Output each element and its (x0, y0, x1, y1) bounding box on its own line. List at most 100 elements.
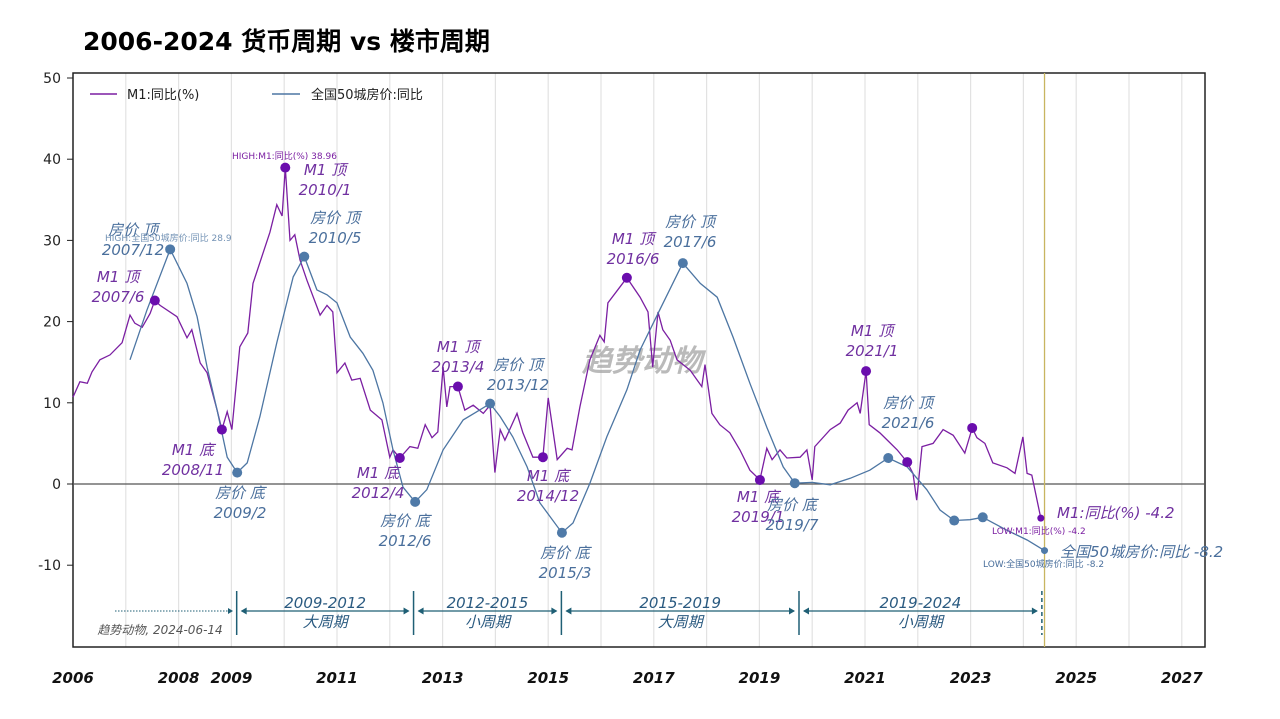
marker-label: 2013/4 (432, 358, 485, 376)
annotations: M1 顶 2007/6 M1 底 2008/11 M1 顶 2010/1 M1 底 2012/… (92, 161, 936, 582)
markers (149, 162, 1049, 555)
marker-label: 房价 顶 (665, 213, 718, 231)
x-tick-label: 2025 (1055, 669, 1097, 687)
axes: 50 40 30 20 10 0 -10 2006 2008 2009 2011 2013 2015 20… (38, 71, 1206, 687)
house-price-marker (410, 496, 421, 507)
m1-marker (861, 366, 872, 377)
m1-marker (216, 424, 227, 435)
m1-low-label: LOW:M1:同比(%) -4.2 (992, 525, 1086, 537)
marker-label: 2015/3 (539, 564, 592, 582)
period-brackets: 2009-2012大周期2012-2015小周期2015-2019大周期2019… (115, 591, 1043, 635)
m1-marker (149, 295, 160, 306)
period-range: 2009-2012 (284, 594, 366, 612)
x-tick-label: 2027 (1161, 669, 1203, 687)
marker-label: 2012/4 (352, 484, 405, 502)
legend-label-m1: M1:同比(%) (127, 88, 199, 103)
watermark: 趋势动物 (581, 344, 707, 379)
period-range: 2019-2024 (880, 594, 962, 612)
plot-frame (72, 72, 1206, 648)
marker-label: M1 底 (172, 441, 217, 459)
marker-label: 房价 顶 (493, 356, 546, 374)
house-price-marker (485, 398, 496, 409)
x-tick-label: 2023 (950, 669, 992, 687)
m1-marker (537, 452, 548, 463)
marker-label: M1 顶 (97, 268, 142, 286)
house-price-marker (556, 527, 567, 538)
house-price-marker (677, 258, 688, 269)
m1-marker (754, 474, 765, 485)
y-tick-label: 30 (43, 233, 61, 249)
house-price-marker (165, 244, 176, 255)
marker-label: 2021/1 (846, 342, 899, 360)
period-range: 2012-2015 (447, 594, 529, 612)
y-tick-label: 0 (52, 477, 61, 493)
marker-label: M1 顶 (612, 230, 657, 248)
house-price-line (129, 247, 1045, 552)
marker-label: 房价 底 (540, 544, 593, 562)
x-tick-label: 2008 (158, 669, 200, 687)
marker-label: 房价 顶 (108, 221, 161, 239)
period-range: 2015-2019 (639, 594, 721, 612)
y-tick-label: -10 (38, 558, 61, 574)
x-tick-label: 2011 (316, 669, 358, 687)
house-price-marker (299, 251, 310, 262)
m1-high-label: HIGH:M1:同比(%) 38.96 (232, 150, 337, 162)
period-kind: 小周期 (898, 613, 945, 631)
source-note: 趋势动物, 2024-06-14 (97, 623, 222, 637)
marker-label: 房价 底 (767, 496, 820, 514)
period-kind: 大周期 (658, 613, 705, 631)
m1-marker (280, 162, 291, 173)
period-kind: 小周期 (465, 613, 512, 631)
house-price-marker (789, 478, 800, 489)
marker-label: 房价 底 (380, 512, 433, 530)
marker-label: M1 顶 (437, 338, 482, 356)
x-tick-label: 2015 (527, 669, 569, 687)
m1-marker (967, 422, 978, 433)
y-tick-label: 20 (43, 315, 61, 331)
x-tick-label: 2013 (422, 669, 464, 687)
marker-label: 2007/12 (102, 241, 164, 259)
marker-label: M1 顶 (304, 161, 349, 179)
house-high-label: HIGH:全国50城房价:同比 28.9 (105, 232, 232, 244)
m1-marker (452, 381, 463, 392)
marker-label: 2021/6 (882, 414, 935, 432)
marker-label: 2019/7 (766, 516, 819, 534)
house-price-marker (1041, 547, 1049, 555)
x-tick-label: 2021 (844, 669, 886, 687)
house-last-label: 全国50城房价:同比 -8.2 (1060, 543, 1223, 561)
grid (72, 73, 1183, 647)
marker-label: 2014/12 (517, 487, 579, 505)
y-tick-label: 10 (43, 396, 61, 412)
marker-label: 房价 底 (215, 484, 268, 502)
marker-label: 2019/1 (732, 508, 785, 526)
m1-marker (902, 457, 913, 468)
m1-last-label: M1:同比(%) -4.2 (1057, 504, 1175, 522)
legend-label-house: 全国50城房价:同比 (311, 87, 423, 103)
house-price-marker (232, 467, 243, 478)
series-lines (72, 167, 1045, 552)
house-price-marker (949, 515, 960, 526)
x-tick-label: 2019 (739, 669, 781, 687)
marker-label: 2007/6 (92, 288, 145, 306)
x-tick-label: 2009 (211, 669, 253, 687)
marker-label: 2010/5 (309, 229, 362, 247)
marker-label: M1 底 (357, 464, 402, 482)
marker-label: M1 底 (527, 467, 572, 485)
marker-label: 2016/6 (607, 250, 660, 268)
marker-label: 2008/11 (162, 461, 224, 479)
m1-marker (394, 453, 405, 464)
marker-label: 2010/1 (299, 181, 352, 199)
y-tick-label: 40 (43, 152, 61, 168)
marker-label: 2012/6 (379, 532, 432, 550)
marker-label: 2013/12 (487, 376, 549, 394)
chart-title: 2006-2024 货币周期 vs 楼市周期 (83, 27, 490, 56)
arrowhead (228, 608, 233, 614)
x-tick-label: 2017 (633, 669, 675, 687)
marker-label: 房价 顶 (310, 209, 363, 227)
m1-line (72, 167, 1042, 519)
house-low-label: LOW:全国50城房价:同比 -8.2 (983, 558, 1104, 570)
m1-marker (1037, 514, 1045, 522)
m1-marker (621, 272, 632, 283)
marker-label: 2009/2 (214, 504, 267, 522)
